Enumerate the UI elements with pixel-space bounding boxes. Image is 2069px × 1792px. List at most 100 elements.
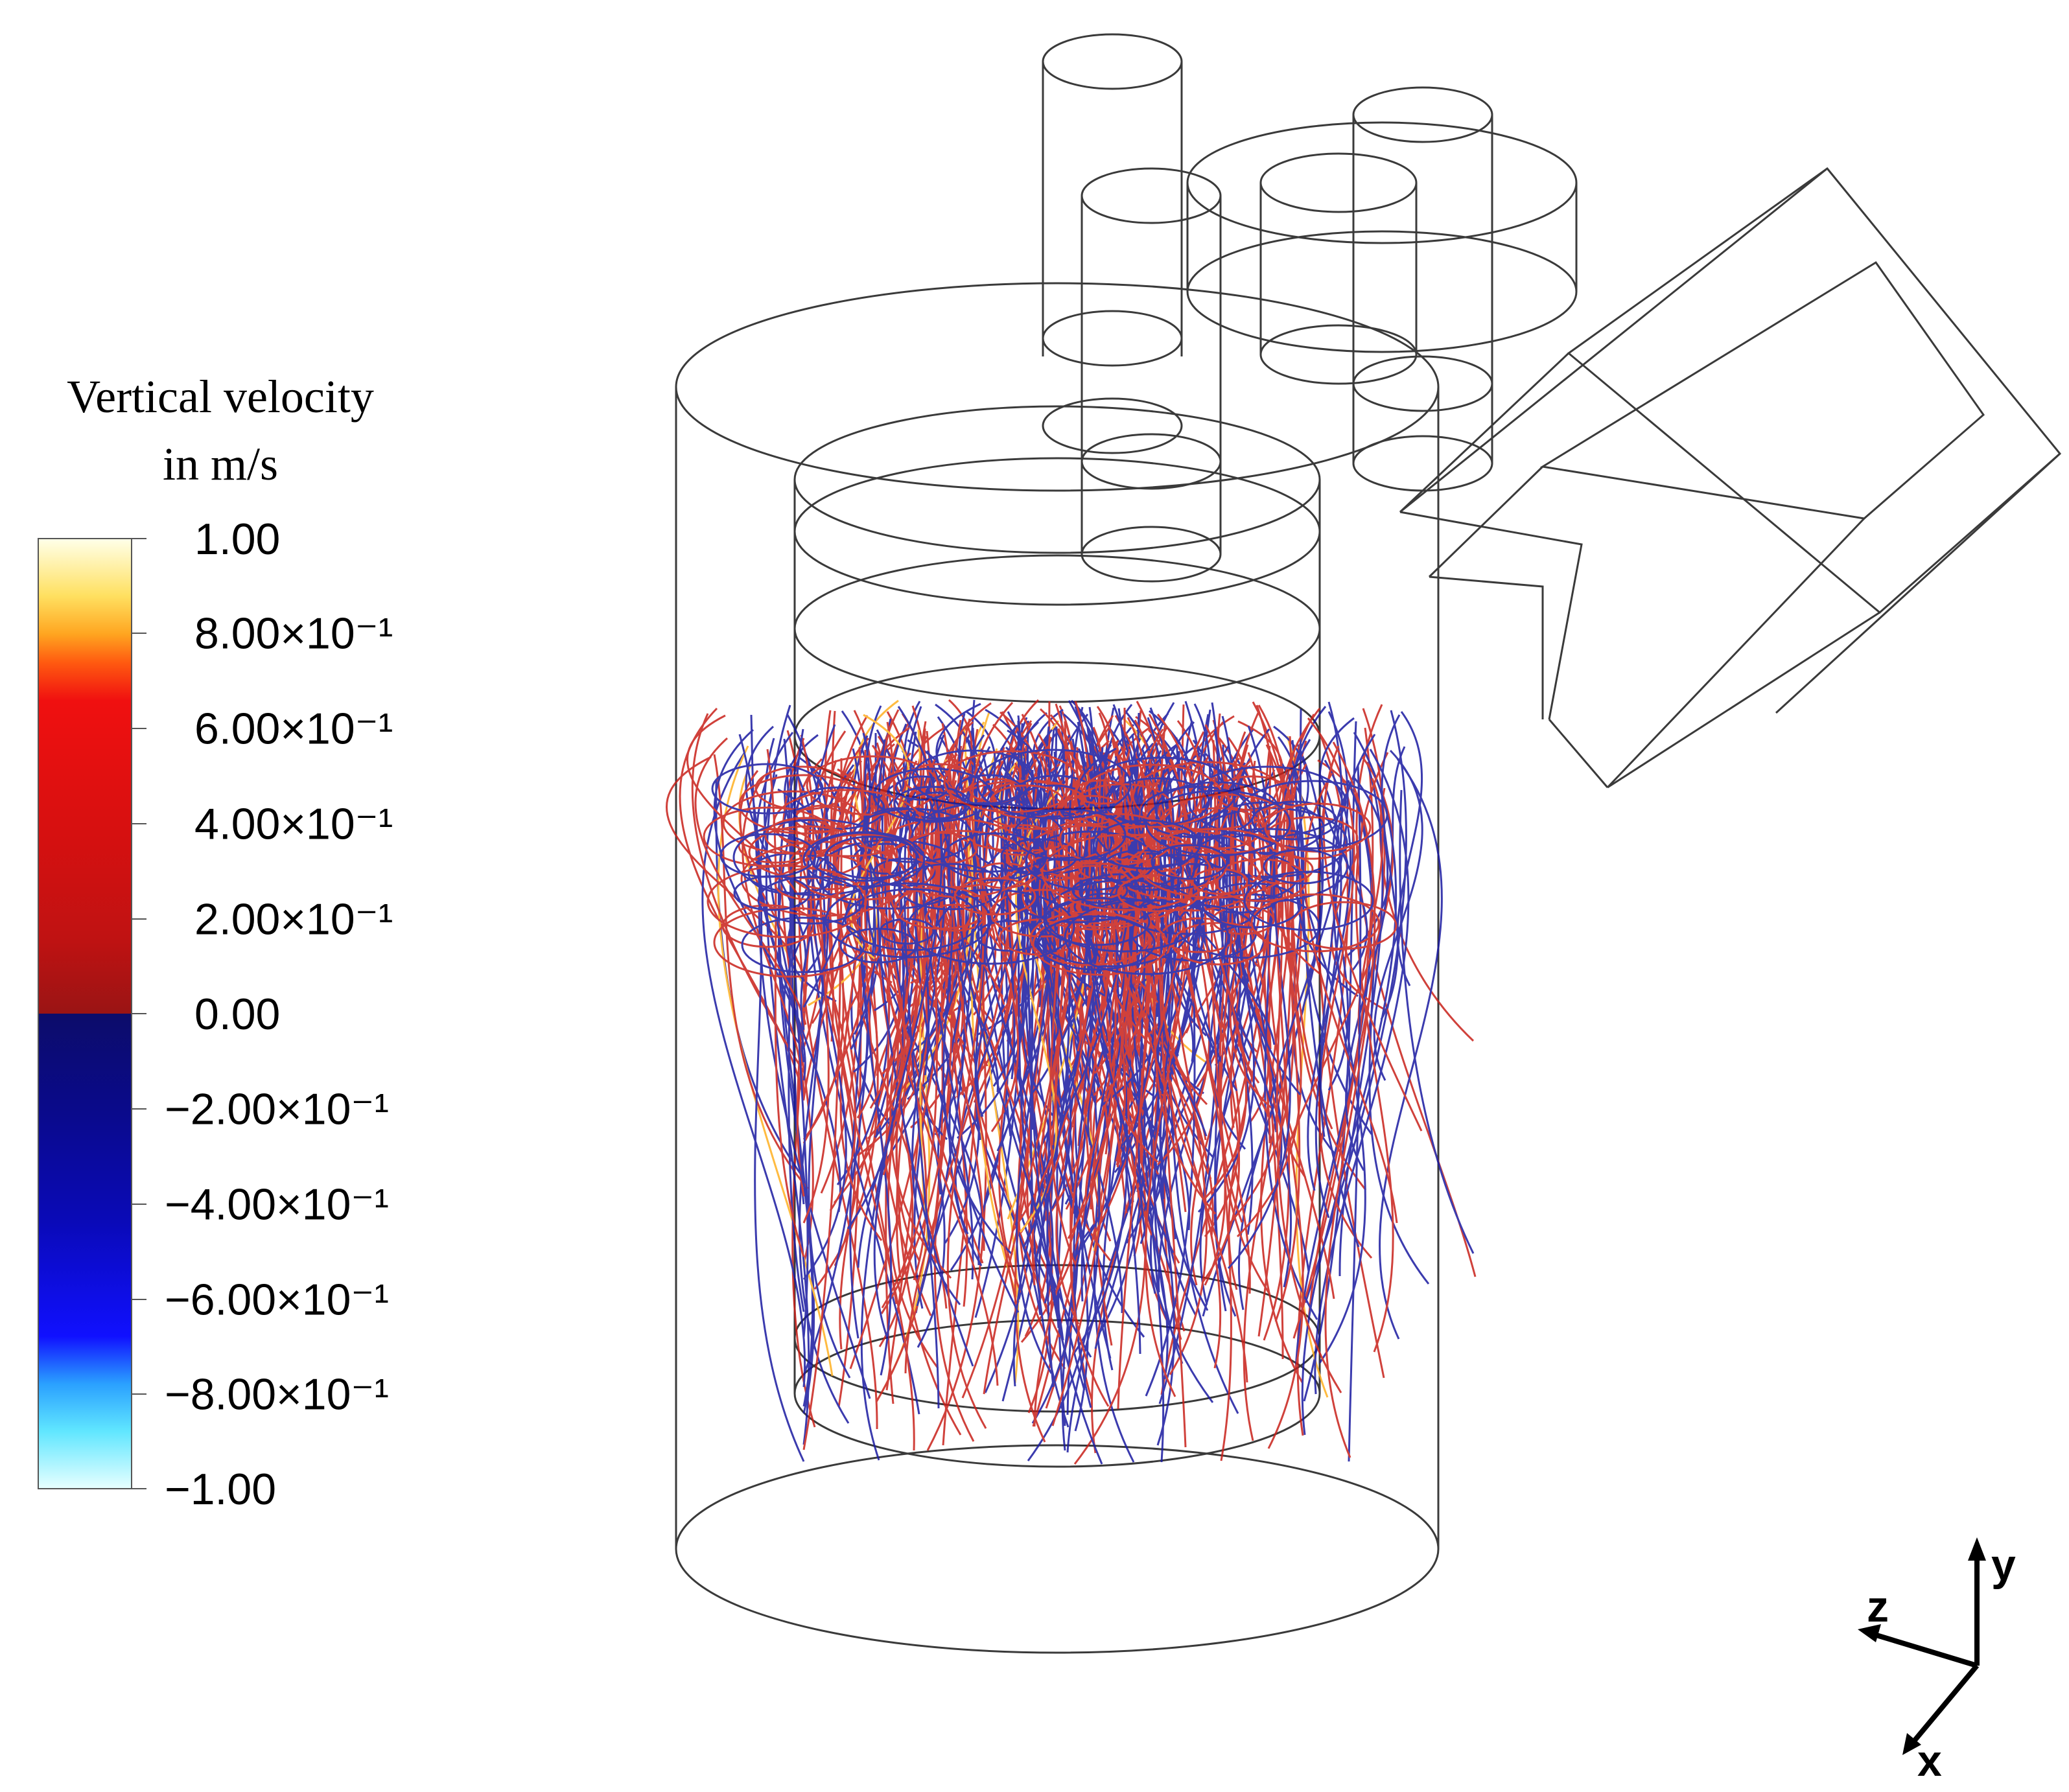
axis-x-line [1910,1664,1980,1745]
streamline [1291,739,1373,1135]
streamline [1355,752,1394,1353]
colorbar-label: −6.00×10⁻¹ [165,1275,389,1325]
streamline [1232,753,1272,994]
axis-y-label: y [1991,1541,2016,1590]
streamline [926,747,1005,1451]
axis-x-label: x [1917,1736,1942,1786]
streamline [1149,707,1175,1273]
colorbar-tick [132,918,146,920]
streamline-swirl [738,774,869,835]
streamline-swirl [748,825,867,879]
streamline [1204,724,1271,1295]
colorbar-tick [132,1204,146,1205]
streamline [1022,706,1084,1248]
streamline-swirl [893,785,971,822]
streamline-swirl [942,832,1047,881]
colorbar-title-line2: in m/s [162,438,279,490]
colorbar [38,538,132,1489]
streamline-swirl [1208,801,1325,854]
streamline [791,728,809,1338]
streamline-swirl [809,832,918,882]
colorbar-label: −8.00×10⁻¹ [165,1369,389,1419]
streamline [1379,758,1443,1340]
streamline-swirl [1117,874,1200,913]
streamline [1396,711,1423,986]
streamline [1160,736,1208,1037]
colorbar-label-min: −1.00 [165,1465,277,1514]
streamline-swirl [1000,838,1078,874]
streamline [1114,756,1214,1403]
streamline [832,715,948,1309]
streamline-swirl [953,877,1036,916]
streamline [1138,789,1190,1121]
streamline [1256,704,1342,1393]
streamline [1051,767,1141,1051]
colorbar-title-line1: Vertical velocity [67,371,374,423]
streamline-swirl [815,839,969,910]
streamline [1322,745,1423,1132]
streamline [1315,773,1342,1218]
duct-inner-end [1539,261,1985,520]
streamline-swirl [1187,765,1347,838]
streamlines [666,699,1477,1465]
streamline-swirl [976,749,1132,820]
streamline-swirl [879,918,935,945]
colorbar-label-max: 1.00 [194,515,281,564]
streamline-swirl [757,876,865,925]
flange-top [1186,121,1578,244]
streamline-swirl [1250,893,1380,953]
streamline-swirl [719,833,817,878]
streamline [802,732,871,1008]
colorbar-label: 2.00×10⁻¹ [194,894,393,944]
streamline-swirl [773,789,923,857]
streamline-swirl [1104,777,1210,826]
axis-z-label: z [1867,1582,1889,1631]
streamline [1077,747,1167,948]
streamline [942,766,987,1429]
streamline-swirl [806,755,939,816]
streamline [1301,732,1397,1436]
streamline [1221,716,1302,1095]
streamline-swirl [1041,833,1212,911]
streamline-swirl [1101,849,1182,888]
streamline [686,714,805,911]
streamline [783,738,805,1312]
streamline-swirl [974,862,1033,889]
colorbar-tick [132,633,146,634]
streamline [1379,787,1475,1042]
streamline-swirl [824,882,992,959]
pipe-top [1352,86,1493,143]
streamline [802,764,855,1280]
streamline [1278,758,1336,1154]
streamline [1067,749,1131,1239]
streamline-swirl [1161,917,1237,953]
inner-vessel-ring [793,554,1321,703]
streamline-swirl [741,916,865,973]
streamline-swirl [839,927,917,964]
streamline [1032,734,1089,1432]
streamline-swirl [844,888,980,951]
streamline-swirl [907,889,1075,965]
streamline [1399,789,1475,1254]
streamline-swirl [1043,897,1151,946]
streamline [1348,765,1362,1462]
streamline-swirl [885,830,1033,898]
axis-z-arrowhead [1858,1624,1881,1642]
streamline [786,714,850,1424]
colorbar-tick [132,538,146,539]
streamline [1355,704,1477,1277]
colorbar-tick [132,823,146,824]
streamline [1149,739,1235,1294]
streamline [828,778,915,1451]
streamline-swirl [1029,911,1150,966]
streamline-swirl [1214,775,1291,811]
axes-triad [1858,1537,1986,1755]
streamline [1134,755,1217,1215]
streamline [1036,759,1072,1209]
streamline-swirl [791,786,885,830]
streamline [853,705,882,1035]
streamline [745,725,807,973]
streamline-swirl [1154,781,1280,839]
streamline-swirl [707,865,867,938]
